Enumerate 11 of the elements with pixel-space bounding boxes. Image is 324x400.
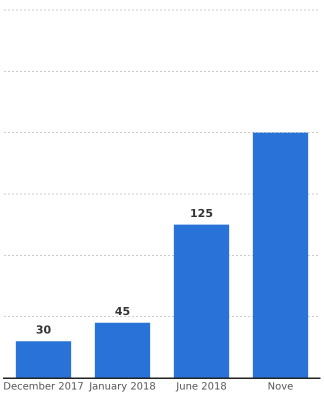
x-tick-label: January 2018 bbox=[88, 382, 156, 393]
bar bbox=[94, 322, 150, 378]
bar bbox=[16, 341, 72, 378]
data-label: 45 bbox=[114, 305, 130, 318]
bar bbox=[174, 224, 230, 378]
bar bbox=[252, 132, 308, 378]
x-tick-label: December 2017 bbox=[3, 382, 84, 393]
data-label: 30 bbox=[36, 324, 52, 337]
x-tick-label: June 2018 bbox=[175, 382, 227, 393]
data-label: 125 bbox=[190, 207, 213, 220]
x-tick-label: Nove bbox=[268, 382, 294, 393]
